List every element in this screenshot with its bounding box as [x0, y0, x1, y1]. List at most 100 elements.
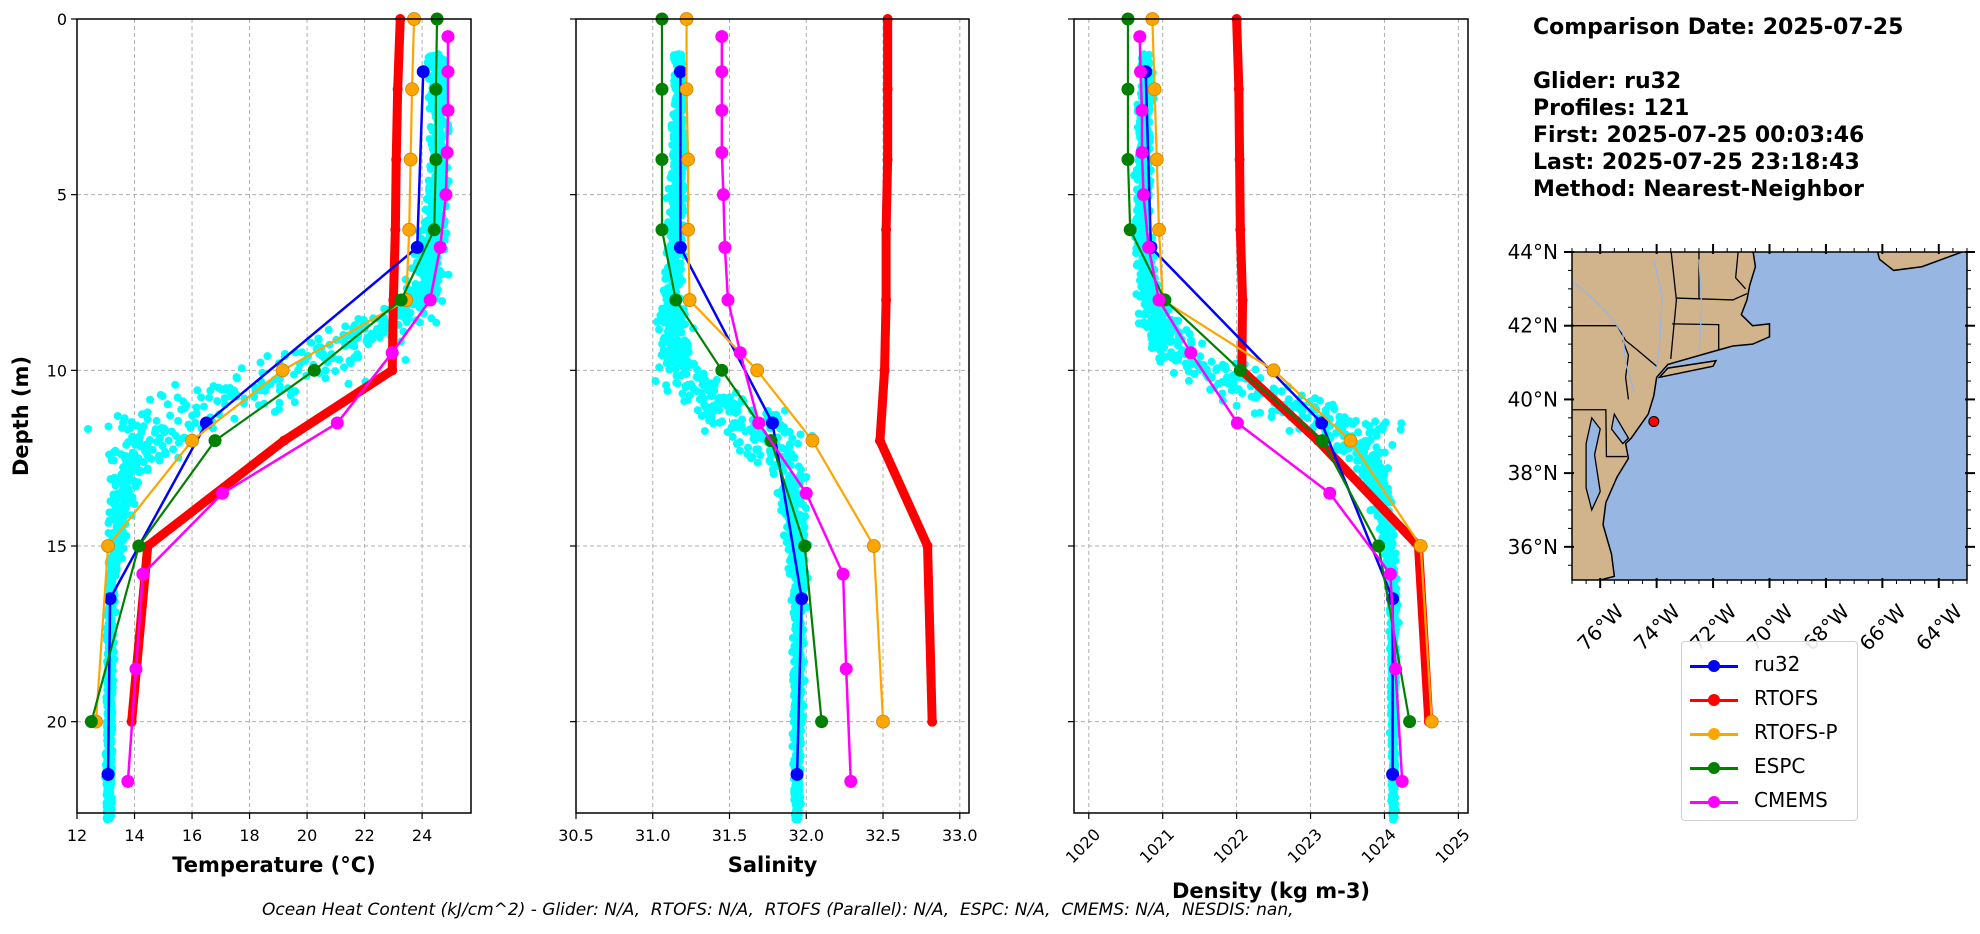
series-point-rtofs-p	[405, 82, 419, 97]
glider-scatter-point	[1335, 418, 1344, 427]
panel-salinity: 30.5 31.0 31.5 32.0 32.5 33.0 Salinity	[558, 12, 978, 877]
delaware-bay	[1610, 412, 1630, 445]
legend-item-rtofs: RTOFS	[1690, 685, 1855, 715]
series-point-cmems	[733, 346, 747, 360]
land-layer	[1572, 252, 1965, 580]
glider-scatter-point	[1380, 448, 1389, 457]
glider-scatter-point	[1219, 363, 1228, 372]
glider-scatter-point	[1372, 431, 1381, 440]
glider-scatter-point	[1284, 395, 1293, 404]
glider-scatter-point	[275, 405, 283, 414]
series-point-rtofs-p	[185, 433, 199, 448]
glider-scatter-point	[675, 319, 684, 328]
x-tick-label: 30.5	[558, 826, 594, 845]
glider-scatter-point	[796, 430, 805, 439]
glider-scatter-point	[668, 311, 677, 320]
series-point-espc	[798, 539, 812, 553]
glider-scatter-point	[136, 424, 145, 433]
glider-scatter-point	[1142, 310, 1150, 319]
glider-scatter-point	[1187, 339, 1196, 348]
glider-scatter-point	[793, 495, 802, 504]
x-tick-label: 1021	[1136, 825, 1178, 867]
series-point-cmems	[441, 103, 455, 117]
series-point-rtofs	[392, 84, 403, 95]
glider-scatter-point	[294, 366, 303, 374]
glider-scatter-point	[1144, 291, 1153, 300]
series-point-cmems	[1135, 103, 1149, 117]
glider-scatter-point	[788, 434, 797, 443]
glider-scatter-point	[143, 415, 152, 424]
glider-scatter-point	[799, 512, 808, 521]
glider-scatter-point	[105, 450, 114, 459]
state-border	[1676, 293, 1748, 301]
glider-scatter-point	[1140, 285, 1148, 294]
series-point-cmems	[715, 103, 729, 117]
series-point-rtofs	[390, 224, 401, 235]
glider-scatter-point	[340, 363, 348, 372]
legend-marker-icon	[1708, 762, 1720, 774]
glider-scatter-point	[700, 427, 709, 436]
series-point-rtofs-p	[1266, 363, 1281, 378]
series-point-espc	[669, 293, 683, 307]
glider-scatter-point	[700, 401, 709, 409]
river	[1572, 280, 1635, 393]
series-point-rtofs	[927, 716, 938, 727]
lat-tick-label: 40°N	[1508, 387, 1558, 411]
glider-scatter-point	[728, 432, 737, 441]
glider-scatter-point	[669, 235, 678, 244]
glider-scatter-point	[1332, 429, 1341, 437]
glider-scatter-point	[321, 366, 330, 375]
glider-scatter-point	[111, 481, 120, 490]
series-point-ru32	[673, 65, 687, 79]
series-point-cmems	[1383, 567, 1397, 581]
glider-scatter-point	[695, 373, 704, 382]
glider-scatter-point	[1134, 319, 1143, 328]
series-point-rtofs	[1233, 84, 1244, 95]
series-point-espc	[655, 223, 669, 237]
series-point-cmems	[433, 240, 447, 254]
glider-scatter-point	[120, 507, 129, 516]
glider-scatter-point	[681, 320, 689, 329]
glider-scatter-point	[792, 651, 801, 660]
glider-scatter-point	[375, 333, 384, 342]
x-tick-label: 32.0	[788, 826, 824, 845]
glider-scatter-point	[1135, 221, 1144, 229]
glider-scatter-point	[209, 382, 218, 391]
glider-scatter-point	[668, 318, 677, 326]
glider-scatter-point	[192, 403, 201, 412]
glider-scatter-point	[1277, 387, 1286, 396]
glider-scatter-point	[436, 178, 445, 187]
series-point-cmems	[1184, 346, 1198, 360]
glider-scatter-point	[213, 397, 222, 406]
series-point-rtofs-p	[402, 222, 417, 237]
series-espc	[84, 12, 444, 729]
glider-scatter-point	[415, 318, 424, 327]
glider-scatter-point	[782, 446, 791, 455]
series-point-ru32	[410, 240, 424, 254]
glider-scatter-point	[127, 454, 136, 463]
lon-tick-label: 74°W	[1629, 599, 1685, 655]
glider-scatter-point	[225, 386, 234, 395]
comparison-date: Comparison Date: 2025-07-25	[1533, 15, 1904, 40]
series-point-cmems	[1134, 65, 1148, 79]
x-tick-label: 31.5	[712, 826, 748, 845]
glider-scatter-point	[354, 315, 363, 323]
glider-scatter-point	[659, 318, 668, 327]
glider-scatter-point	[118, 554, 126, 563]
glider-scatter-point	[1378, 533, 1387, 542]
x-tick-label: 1020	[1062, 825, 1104, 867]
glider-scatter-point	[1142, 269, 1151, 278]
axes-frame	[575, 18, 970, 814]
glider-scatter-point	[1379, 472, 1388, 481]
y-tick-label: 5	[57, 186, 67, 205]
land-nova-scotia	[1876, 252, 1965, 272]
series-point-rtofs-p	[1343, 433, 1358, 448]
glider-scatter-point	[102, 799, 111, 807]
glider-scatter-point	[124, 438, 133, 446]
glider-scatter-point	[161, 426, 170, 435]
glider-scatter-point	[129, 477, 137, 486]
glider-scatter-point	[1292, 399, 1301, 408]
glider-scatter-point	[233, 374, 241, 383]
series-point-espc	[1403, 715, 1417, 729]
legend-marker-icon	[1708, 660, 1720, 672]
